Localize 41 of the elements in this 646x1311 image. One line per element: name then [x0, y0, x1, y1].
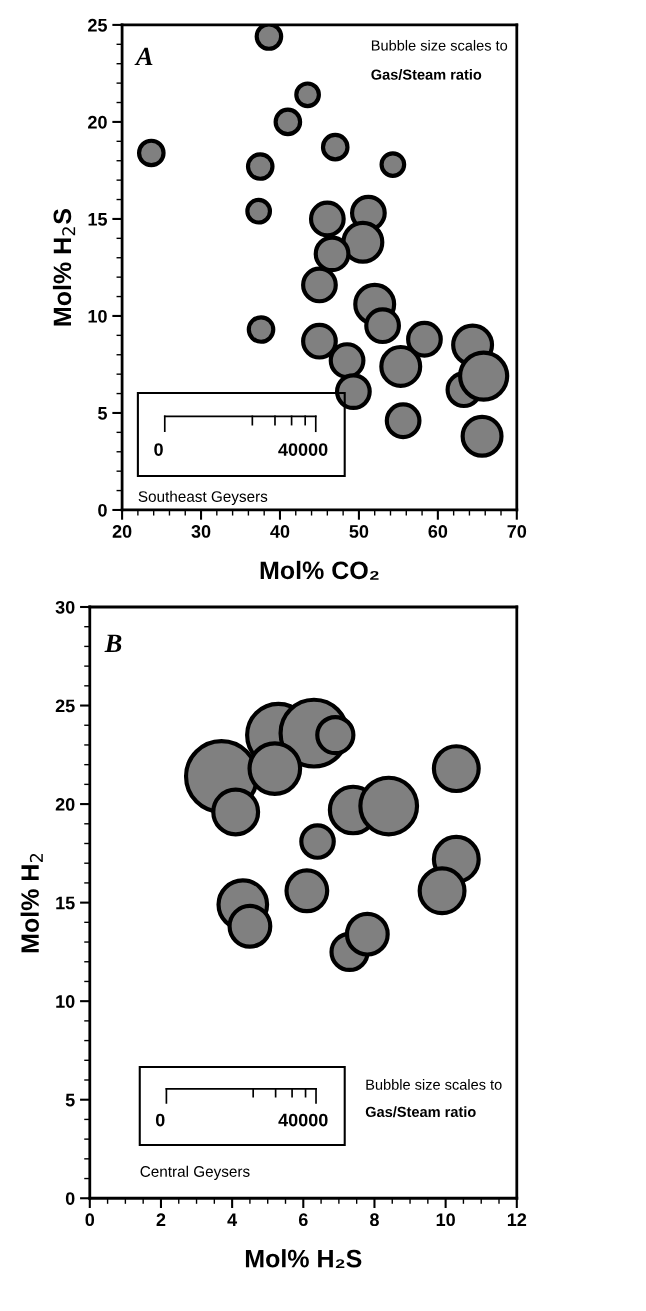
x-tick-label: 12	[507, 1213, 527, 1226]
y-tick-label: 0	[65, 1192, 75, 1205]
x-tick-label: 40	[270, 525, 290, 538]
y-tick-label: 30	[55, 600, 75, 614]
annotation: 0	[155, 1113, 165, 1127]
y-axis-title: Mol% H$_{2}$	[20, 853, 43, 953]
x-tick-label: 60	[428, 525, 448, 538]
y-tick-label: 15	[88, 213, 108, 226]
annotation: 40000	[278, 443, 328, 456]
annotation: 40000	[278, 1113, 328, 1127]
annotation: B	[104, 634, 122, 652]
x-tick-label: 10	[436, 1213, 455, 1227]
x-tick-label: 8	[370, 1213, 379, 1227]
y-tick-label: 10	[88, 309, 107, 323]
x-tick-label: 4	[227, 1213, 238, 1226]
y-tick-label: 25	[88, 18, 108, 32]
y-tick-label: 15	[56, 896, 75, 910]
annotation: Gas/Steam ratio	[365, 1106, 476, 1118]
x-axis-title: Mol% CO₂	[260, 560, 379, 580]
x-tick-label: 20	[112, 525, 132, 538]
y-tick-label: 10	[56, 995, 75, 1008]
annotation: Bubble size scales to	[371, 39, 508, 51]
y-tick-label: 0	[98, 503, 107, 517]
annotation: Southeast Geysers	[138, 490, 268, 505]
x-tick-label: 2	[156, 1213, 166, 1226]
x-axis-title: Mol% H₂S	[245, 1249, 362, 1269]
y-tick-label: 5	[65, 1093, 75, 1107]
y-tick-label: 25	[55, 699, 75, 713]
y-tick-label: 20	[88, 115, 107, 129]
annotation: 0	[154, 443, 163, 456]
annotation: A	[134, 47, 153, 66]
y-tick-label: 20	[55, 798, 75, 811]
x-tick-label: 50	[349, 525, 369, 538]
annotation: Central Geysers	[140, 1165, 250, 1180]
y-tick-label: 5	[98, 407, 108, 420]
x-tick-label: 70	[507, 525, 527, 538]
annotation: Gas/Steam ratio	[371, 69, 482, 80]
y-axis-title: Mol% H$_{2}$S	[52, 209, 76, 326]
x-tick-label: 30	[191, 525, 211, 538]
x-tick-label: 6	[298, 1213, 308, 1227]
annotation: Bubble size scales to	[366, 1079, 502, 1090]
